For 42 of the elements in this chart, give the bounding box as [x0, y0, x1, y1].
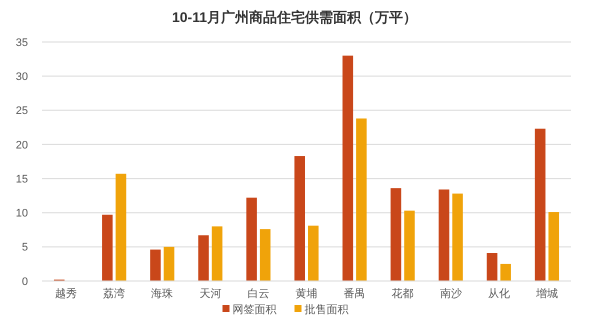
y-tick-label: 15 [16, 173, 28, 186]
bar [246, 198, 257, 281]
bar [500, 264, 511, 281]
x-tick-label: 白云 [247, 288, 270, 300]
y-tick-label: 35 [16, 36, 28, 49]
y-tick-label: 20 [16, 139, 28, 152]
x-tick-label: 越秀 [55, 287, 78, 300]
x-tick-label: 黄埔 [296, 287, 318, 300]
y-tick-label: 30 [16, 70, 28, 83]
bar [198, 235, 209, 281]
bar [534, 128, 546, 281]
x-tick-label: 荔湾 [103, 287, 126, 300]
bar [486, 253, 498, 281]
bar [212, 226, 222, 281]
bar [102, 214, 113, 281]
legend-label: 网签面积 [232, 304, 276, 316]
bar [150, 250, 161, 281]
y-tick-label: 5 [22, 242, 28, 254]
bar [356, 118, 367, 281]
bar [452, 194, 463, 281]
bar [116, 174, 126, 281]
y-tick-label: 0 [22, 276, 28, 288]
bar [404, 210, 415, 281]
bar [342, 56, 354, 281]
bar [164, 246, 174, 281]
bar [308, 226, 319, 281]
x-tick-label: 南沙 [440, 287, 462, 300]
x-tick-label: 海珠 [151, 287, 174, 300]
x-tick-label: 从化 [488, 287, 510, 300]
y-tick-label: 25 [16, 105, 28, 118]
bar [438, 189, 450, 281]
legend-label: 批售面积 [304, 304, 348, 316]
bar [294, 156, 305, 281]
x-tick-label: 天河 [199, 288, 222, 300]
chart-title: 10-11月广州商品住宅供需面积（万平） [172, 9, 418, 25]
y-tick-label: 10 [16, 208, 28, 220]
x-tick-label: 增城 [534, 287, 558, 300]
bar [260, 229, 270, 281]
bar [548, 212, 560, 281]
x-tick-label: 花都 [392, 287, 414, 300]
bar [390, 188, 402, 281]
x-tick-label: 番禺 [344, 287, 366, 300]
